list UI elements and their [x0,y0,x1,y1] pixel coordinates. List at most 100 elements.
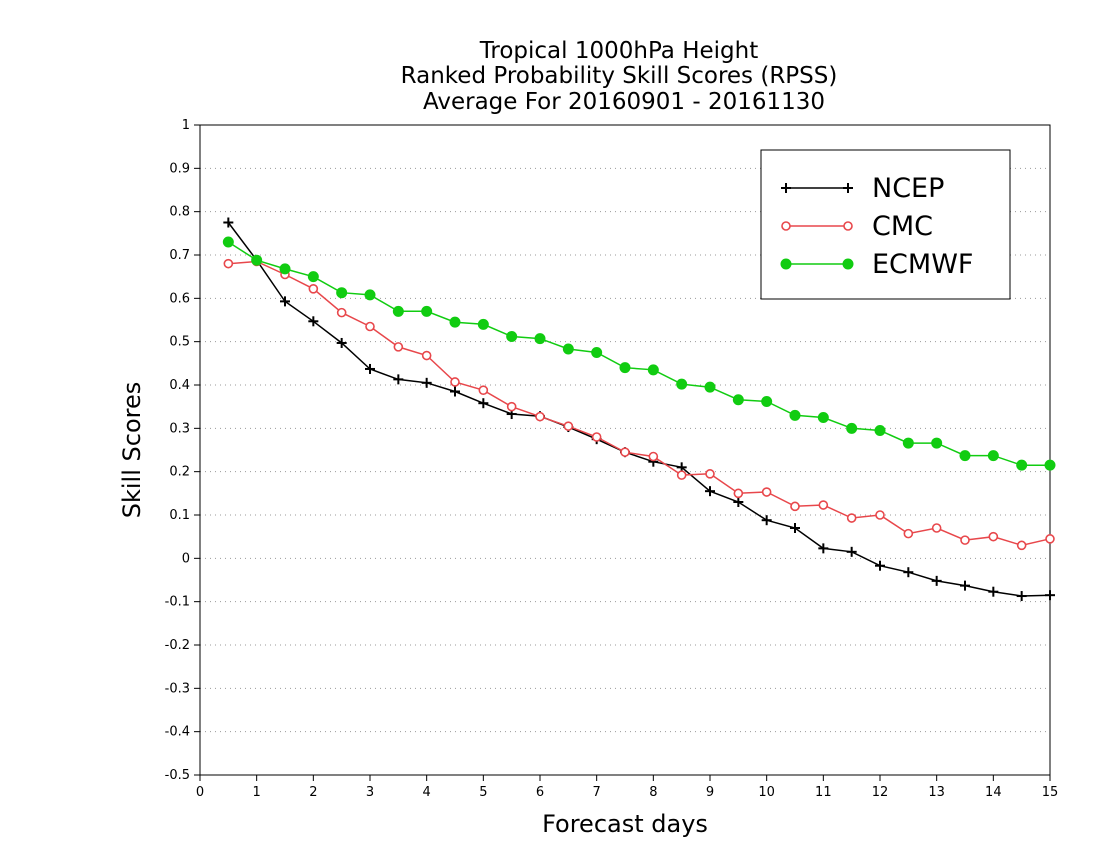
point-ecmwf-0 [222,236,234,248]
gridlines [200,167,1050,733]
point-cmc-21 [818,500,829,510]
y-tick-label-1: -0.4 [165,725,190,740]
point-ncep-0 [223,217,234,228]
legend-marker-cmc-b [843,221,853,231]
legend-box [760,149,1011,300]
title-line-2: Ranked Probability Skill Scores (RPSS) [401,63,838,89]
point-ncep-8 [450,386,460,397]
point-cmc-12 [563,421,574,431]
point-ecmwf-17 [704,381,716,393]
x-tick-label-1: 1 [253,785,261,800]
point-ncep-5 [365,363,375,374]
x-tick-label-15: 15 [1042,785,1059,800]
point-cmc-4 [336,307,347,318]
point-ecmwf-14 [619,362,631,374]
x-tick-label-8: 8 [649,785,657,800]
point-ecmwf-19 [761,395,773,407]
point-cmc-5 [365,321,375,332]
point-ecmwf-21 [817,412,829,423]
point-ncep-4 [336,337,347,348]
y-tick-label-11: 0.6 [169,291,190,306]
point-cmc-10 [506,401,517,412]
point-ecmwf-13 [591,347,603,358]
point-ecmwf-8 [449,316,461,328]
title-line-3: Average For 20160901 - 20161130 [423,89,825,115]
legend-marker-cmc-a [781,221,791,231]
point-ncep-27 [988,586,999,597]
title-line-1: Tropical 1000hPa Height [479,38,759,64]
point-ncep-18 [733,497,744,507]
series-ecmwf [222,236,1056,471]
point-ecmwf-26 [959,450,971,462]
point-ncep-19 [761,515,772,526]
legend-samples [780,183,854,270]
series-line-ncep [227,222,1051,597]
x-tick-label-14: 14 [985,785,1002,800]
y-tick-label-7: 0.2 [169,465,190,480]
point-ecmwf-20 [789,409,801,421]
legend-label-ecmwf: ECMWF [872,249,973,280]
point-ecmwf-12 [562,343,574,355]
y-tick-label-4: -0.1 [165,595,190,610]
axes: -0.5 -0.4 -0.3 -0.2 -0.1 0 0.1 0.2 0.3 0.4 0.5 0.6 0… [165,118,1059,800]
legend-marker-ecmwf-a [780,258,792,270]
point-ncep-24 [903,567,914,578]
point-ncep-6 [393,374,404,385]
y-tick-label-3: -0.2 [165,638,190,653]
x-tick-label-0: 0 [196,785,204,800]
x-tick-label-13: 13 [928,785,945,800]
point-cmc-11 [535,411,545,422]
point-ecmwf-24 [902,437,914,449]
point-ecmwf-15 [647,364,659,376]
point-ecmwf-1 [251,254,263,266]
legend-marker-ecmwf-b [842,258,854,270]
x-tick-label-6: 6 [536,785,544,800]
point-ecmwf-6 [392,305,404,317]
point-cmc-27 [988,531,999,542]
point-cmc-0 [223,258,234,269]
point-ecmwf-16 [676,378,688,390]
point-ncep-28 [1016,591,1027,602]
point-cmc-7 [421,350,432,361]
series-cmc [223,256,1055,551]
y-tick-label-15: 1 [182,118,190,133]
point-cmc-15 [648,451,659,462]
point-cmc-24 [903,528,914,539]
series-group [222,217,1056,602]
point-ecmwf-10 [506,330,518,342]
x-tick-label-7: 7 [593,785,601,800]
point-cmc-19 [761,487,772,497]
point-ncep-3 [308,316,319,327]
x-tick-label-9: 9 [706,785,714,800]
legend-label-cmc: CMC [872,211,933,242]
plot-frame [199,124,1051,776]
point-cmc-18 [733,488,744,499]
legend-label-ncep: NCEP [872,173,944,204]
y-tick-label-8: 0.3 [169,421,190,436]
point-ncep-9 [478,398,489,409]
point-cmc-9 [478,385,489,396]
point-cmc-8 [450,377,460,387]
x-tick-label-11: 11 [815,785,832,800]
point-cmc-16 [676,470,687,480]
x-tick-label-5: 5 [479,785,487,800]
point-ecmwf-22 [846,422,858,434]
point-cmc-6 [393,342,404,352]
legend: NCEP CMC ECMWF [760,149,1011,300]
point-cmc-17 [705,469,715,479]
point-cmc-28 [1016,540,1027,551]
point-ecmwf-18 [732,394,744,406]
y-tick-label-12: 0.7 [169,248,190,263]
point-cmc-25 [931,523,942,533]
point-cmc-3 [308,283,319,294]
y-tick-label-9: 0.4 [169,378,190,393]
point-ncep-21 [818,543,829,554]
point-ecmwf-23 [874,425,886,436]
x-tick-label-3: 3 [366,785,374,800]
y-axis-label: Skill Scores [118,382,146,519]
point-cmc-20 [790,501,800,512]
point-cmc-23 [875,510,885,520]
x-axis-label: Forecast days [542,810,708,838]
point-cmc-13 [591,432,602,442]
